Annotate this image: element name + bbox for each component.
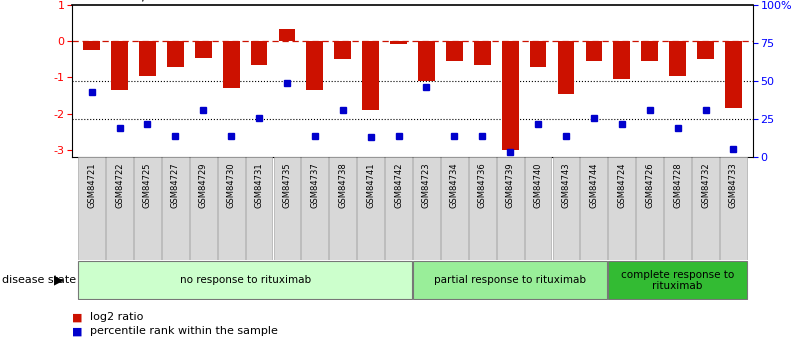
Bar [497,157,524,260]
Bar [692,157,719,260]
Bar [134,157,161,260]
Text: GSM84722: GSM84722 [115,162,124,208]
Bar [78,261,412,299]
Bar [636,157,663,260]
Bar [78,157,105,260]
Text: GSM84731: GSM84731 [255,162,264,208]
Bar [329,157,356,260]
Bar [195,41,211,58]
Text: partial response to rituximab: partial response to rituximab [434,275,586,285]
Text: GSM84721: GSM84721 [87,162,96,208]
Text: GSM84732: GSM84732 [701,162,710,208]
Text: GSM84742: GSM84742 [394,162,403,208]
Bar [390,41,407,44]
Text: GSM84735: GSM84735 [283,162,292,208]
Bar [669,41,686,76]
Bar [139,41,156,76]
Text: GSM84730: GSM84730 [227,162,235,208]
Bar [362,41,379,110]
Bar [586,41,602,61]
Text: GSM84727: GSM84727 [171,162,180,208]
Bar [609,157,635,260]
Text: GDS1839 / 16476: GDS1839 / 16476 [72,0,195,3]
Text: GSM84733: GSM84733 [729,162,738,208]
Text: GSM84726: GSM84726 [645,162,654,208]
Bar [609,261,747,299]
Bar [642,41,658,61]
Bar [334,41,351,59]
Bar [357,157,384,260]
Text: GSM84744: GSM84744 [590,162,598,208]
Bar [279,29,296,41]
Bar [529,41,546,67]
Bar [725,41,742,108]
Bar [218,157,244,260]
Bar [664,157,691,260]
Bar [167,41,183,67]
Bar [697,41,714,59]
Text: disease state: disease state [2,275,76,285]
Text: ■: ■ [72,326,83,336]
Text: log2 ratio: log2 ratio [90,313,143,322]
Bar [469,157,496,260]
Bar [223,41,239,88]
Bar [413,261,607,299]
Text: GSM84724: GSM84724 [618,162,626,208]
Text: no response to rituximab: no response to rituximab [179,275,311,285]
Text: complete response to
rituximab: complete response to rituximab [621,269,735,291]
Text: GSM84736: GSM84736 [477,162,487,208]
Bar [83,41,100,50]
Bar [501,41,518,150]
Bar [307,41,324,90]
Bar [720,157,747,260]
Bar [190,157,216,260]
Text: GSM84725: GSM84725 [143,162,152,208]
Bar [301,157,328,260]
Bar [246,157,272,260]
Text: GSM84734: GSM84734 [450,162,459,208]
Text: ■: ■ [72,313,83,322]
Text: GSM84739: GSM84739 [505,162,515,208]
Text: ▶: ▶ [54,274,64,287]
Text: GSM84743: GSM84743 [562,162,570,208]
Bar [413,157,440,260]
Text: GSM84737: GSM84737 [310,162,320,208]
Text: GSM84740: GSM84740 [533,162,542,208]
Bar [162,157,189,260]
Bar [525,157,551,260]
Text: GSM84728: GSM84728 [673,162,682,208]
Bar [446,41,463,61]
Bar [581,157,607,260]
Bar [614,41,630,79]
Bar [111,41,128,90]
Bar [274,157,300,260]
Bar [418,41,435,81]
Text: percentile rank within the sample: percentile rank within the sample [90,326,278,336]
Text: GSM84738: GSM84738 [338,162,348,208]
Bar [106,157,133,260]
Bar [441,157,468,260]
Text: GSM84729: GSM84729 [199,162,207,208]
Bar [474,41,491,65]
Text: GSM84723: GSM84723 [422,162,431,208]
Bar [251,41,268,65]
Bar [557,41,574,94]
Bar [553,157,579,260]
Bar [385,157,412,260]
Text: GSM84741: GSM84741 [366,162,375,208]
